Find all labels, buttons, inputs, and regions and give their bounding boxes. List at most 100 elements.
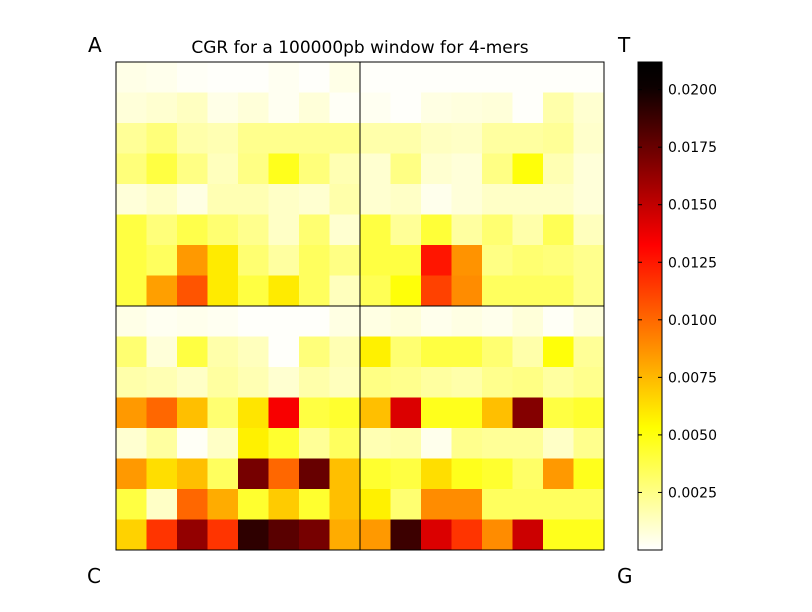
heatmap-cell — [390, 336, 422, 368]
heatmap-cell — [360, 458, 391, 490]
heatmap-cell — [573, 275, 605, 307]
heatmap-cell — [146, 153, 178, 185]
heatmap-cell — [360, 275, 391, 307]
heatmap-cell — [360, 489, 391, 520]
heatmap-cell — [543, 92, 574, 124]
heatmap-cell — [482, 489, 513, 520]
heatmap-cell — [207, 397, 239, 429]
heatmap-cell — [573, 336, 605, 368]
heatmap-cell — [390, 275, 422, 307]
heatmap-cell — [299, 428, 330, 459]
heatmap-cell — [329, 367, 361, 398]
heatmap-cell — [207, 306, 239, 337]
corner-label-g: G — [617, 564, 633, 588]
heatmap-cell — [299, 397, 330, 429]
heatmap-cell — [573, 184, 605, 215]
heatmap-cell — [268, 519, 300, 551]
heatmap-cell — [360, 92, 391, 124]
heatmap-cell — [573, 489, 605, 520]
heatmap-cell — [299, 184, 330, 215]
heatmap-cell — [238, 275, 269, 307]
heatmap-cell — [238, 336, 269, 368]
heatmap-cell — [329, 62, 361, 93]
heatmap-cell — [390, 153, 422, 185]
heatmap-cell — [512, 62, 544, 93]
heatmap-cell — [482, 458, 513, 490]
heatmap-cell — [207, 367, 239, 398]
heatmap-cell — [451, 397, 483, 429]
colorbar-ticks: 0.0025 0.0050 0.0075 0.0100 0.0125 0.0150 0.01… — [638, 83, 717, 501]
heatmap-cell — [268, 214, 300, 246]
heatmap-cell — [482, 184, 513, 215]
heatmap-cell — [238, 458, 269, 490]
heatmap-cell — [177, 245, 208, 276]
heatmap-cell — [573, 92, 605, 124]
heatmap-cell — [268, 245, 300, 276]
corner-label-a: A — [88, 33, 102, 57]
heatmap-cell — [482, 306, 513, 337]
heatmap-cell — [482, 367, 513, 398]
heatmap-cell — [116, 489, 147, 520]
heatmap-cell — [512, 428, 544, 459]
heatmap-cell — [177, 397, 208, 429]
heatmap-cell — [268, 306, 300, 337]
heatmap-cell — [543, 336, 574, 368]
heatmap-cell — [573, 397, 605, 429]
heatmap-cell — [146, 367, 178, 398]
heatmap-cell — [329, 428, 361, 459]
heatmap-cell — [116, 184, 147, 215]
heatmap-cell — [329, 184, 361, 215]
heatmap-cell — [482, 123, 513, 154]
heatmap-cell — [329, 275, 361, 307]
heatmap-cell — [299, 92, 330, 124]
heatmap-cell — [116, 519, 147, 551]
heatmap-cell — [116, 428, 147, 459]
heatmap-cell — [421, 123, 452, 154]
heatmap-cell — [482, 397, 513, 429]
heatmap-cell — [390, 397, 422, 429]
heatmap-cell — [238, 214, 269, 246]
heatmap-cell — [421, 336, 452, 368]
heatmap-cell — [207, 489, 239, 520]
heatmap-cell — [238, 519, 269, 551]
heatmap-cell — [268, 336, 300, 368]
heatmap-cell — [177, 428, 208, 459]
heatmap-cell — [238, 367, 269, 398]
heatmap-cell — [116, 458, 147, 490]
heatmap-cell — [360, 428, 391, 459]
heatmap-cell — [390, 306, 422, 337]
heatmap-cell — [543, 184, 574, 215]
heatmap-cell — [146, 336, 178, 368]
heatmap-cell — [207, 62, 239, 93]
heatmap-cell — [329, 214, 361, 246]
heatmap-cell — [512, 519, 544, 551]
heatmap-cell — [268, 153, 300, 185]
heatmap-cell — [299, 519, 330, 551]
heatmap-cell — [421, 489, 452, 520]
chart-title: CGR for a 100000pb window for 4-mers — [191, 38, 528, 58]
heatmap-cell — [421, 184, 452, 215]
heatmap-cell — [451, 336, 483, 368]
heatmap-cell — [207, 123, 239, 154]
heatmap-cell — [512, 306, 544, 337]
heatmap-cell — [207, 92, 239, 124]
heatmap-cell — [116, 92, 147, 124]
heatmap-cell — [451, 367, 483, 398]
heatmap-cell — [451, 306, 483, 337]
heatmap-cell — [543, 397, 574, 429]
heatmap-cell — [207, 275, 239, 307]
heatmap-cell — [268, 275, 300, 307]
heatmap-cell — [299, 275, 330, 307]
heatmap-cell — [543, 214, 574, 246]
colorbar-tick-label: 0.0075 — [668, 370, 717, 386]
heatmap-cell — [390, 458, 422, 490]
heatmap-cell — [543, 62, 574, 93]
heatmap-cell — [421, 214, 452, 246]
colorbar-tick-label: 0.0100 — [668, 313, 717, 329]
heatmap-cell — [268, 123, 300, 154]
heatmap-cell — [116, 123, 147, 154]
heatmap-cell — [268, 62, 300, 93]
heatmap-cell — [360, 336, 391, 368]
heatmap-cell — [360, 123, 391, 154]
